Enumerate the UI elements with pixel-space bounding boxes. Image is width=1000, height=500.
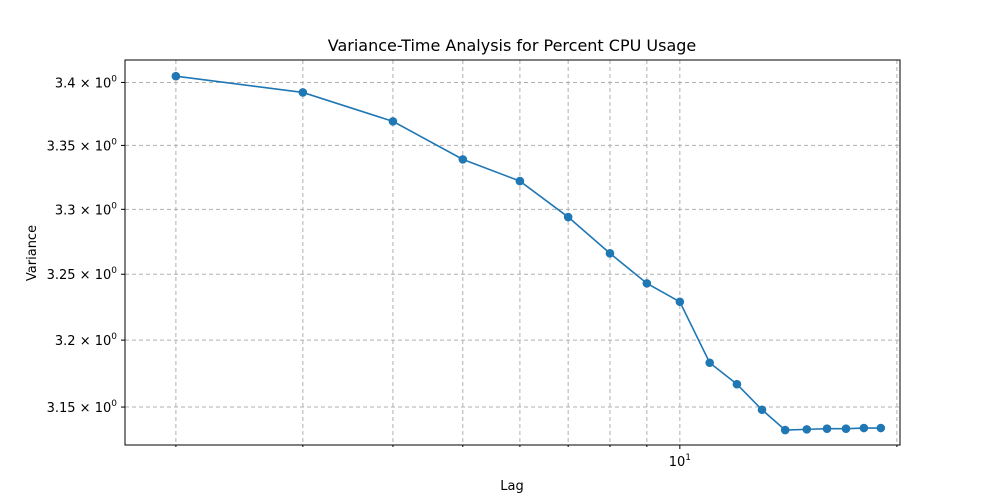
x-tick-label: 101 — [669, 453, 691, 470]
data-point — [802, 425, 812, 434]
data-point — [780, 425, 790, 435]
data-point — [822, 424, 832, 433]
axis-ticks: 101 3.15 × 100 3.2 × 100 3.25 × 100 3.3 × 10… — [47, 74, 898, 470]
data-point — [675, 297, 685, 307]
data-point — [841, 424, 851, 433]
data-point — [171, 71, 181, 81]
y-tick-label: 3.3 × 100 — [55, 201, 117, 218]
data-point — [642, 279, 652, 288]
plot-area-frame — [124, 59, 901, 446]
grid-lines — [125, 60, 900, 445]
y-tick-label: 3.25 × 100 — [47, 266, 118, 283]
data-point — [563, 212, 573, 222]
y-tick-label: 3.15 × 100 — [47, 399, 118, 416]
series-layer — [171, 71, 886, 435]
series-line — [175, 75, 881, 431]
x-axis-label: Lag — [500, 479, 523, 494]
data-point — [515, 176, 525, 186]
data-point — [298, 88, 308, 97]
data-point — [605, 249, 615, 258]
data-point — [705, 358, 714, 368]
y-axis-label: Variance — [25, 225, 40, 281]
data-point — [859, 423, 869, 433]
data-point — [757, 405, 767, 415]
y-tick-label: 3.2 × 100 — [55, 332, 117, 349]
chart-title: Variance-Time Analysis for Percent CPU U… — [328, 36, 697, 55]
data-point — [732, 379, 742, 389]
y-tick-label: 3.4 × 100 — [55, 74, 117, 91]
data-point — [388, 117, 398, 126]
y-tick-label: 3.35 × 100 — [47, 137, 118, 154]
data-point — [458, 155, 468, 164]
data-point — [876, 423, 886, 433]
